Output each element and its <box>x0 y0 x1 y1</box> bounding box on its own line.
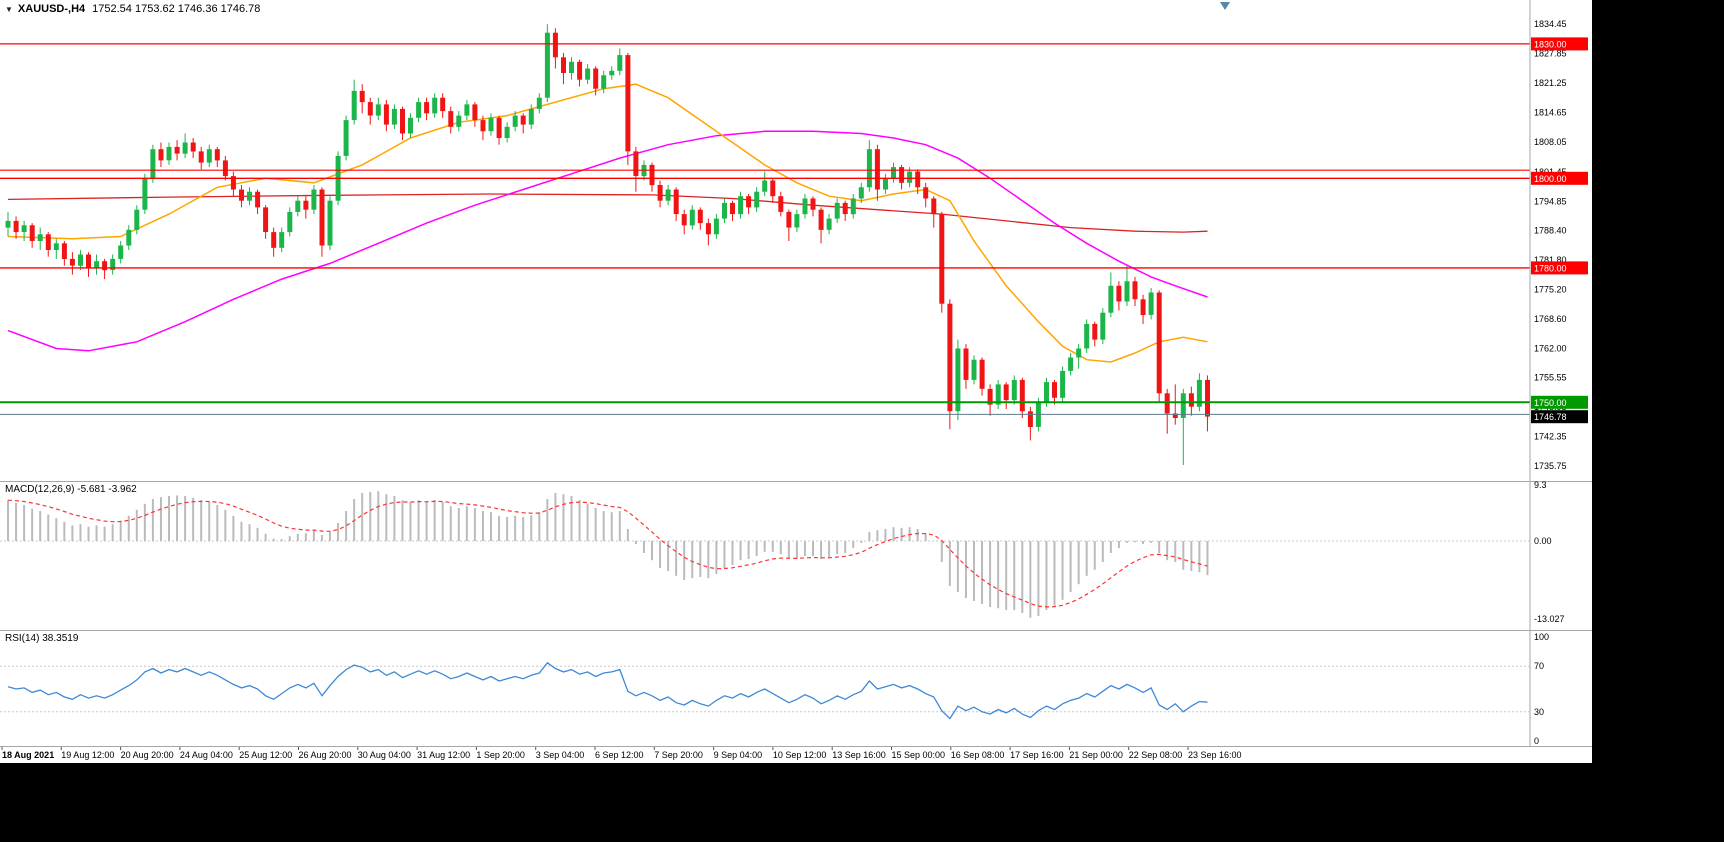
time-axis-label: 30 Aug 04:00 <box>358 750 411 760</box>
current-price-label: 1746.78 <box>1534 412 1567 422</box>
macd-indicator-label: MACD(12,26,9) -5.681 -3.962 <box>5 484 137 495</box>
ma-mid-line <box>7 130 1208 352</box>
price-axis-label: 1814.65 <box>1534 108 1567 118</box>
panel-separators <box>0 0 1592 747</box>
time-axis-label: 18 Aug 2021 <box>2 750 54 760</box>
time-axis-label: 24 Aug 04:00 <box>180 750 233 760</box>
price-axis-label: 1742.35 <box>1534 432 1567 442</box>
macd-signal-line <box>7 499 1208 608</box>
price-axis-label: 1775.20 <box>1534 284 1567 294</box>
price-line-label: 1800.00 <box>1534 174 1567 184</box>
price-line-label-box <box>1531 37 1588 51</box>
symbol-info: ▼ XAUUSD-,H4 1752.54 1753.62 1746.36 1746.… <box>5 3 260 15</box>
time-axis-label: 10 Sep 12:00 <box>773 750 827 760</box>
horizontal-price-lines <box>0 43 1530 415</box>
ma-fast-line <box>7 83 1208 363</box>
rsi-current-value: 38.3519 <box>42 633 79 644</box>
time-axis-label: 17 Sep 16:00 <box>1010 750 1064 760</box>
price-line-label-box <box>1531 261 1588 275</box>
price-axis-label: 1762.00 <box>1534 344 1567 354</box>
rsi-axis-label: 0 <box>1534 736 1539 746</box>
time-axis-label: 21 Sep 00:00 <box>1069 750 1123 760</box>
rsi-line <box>7 661 1208 720</box>
rsi-name: RSI(14) <box>5 633 40 644</box>
macd-panel: 9.3 0.00 -13.027 <box>0 480 1565 624</box>
time-axis-label: 22 Sep 08:00 <box>1129 750 1183 760</box>
price-axis-label: 1808.05 <box>1534 137 1567 147</box>
time-axis-label: 16 Sep 08:00 <box>951 750 1005 760</box>
rsi-axis-label: 70 <box>1534 661 1544 671</box>
time-axis-label: 1 Sep 20:00 <box>476 750 525 760</box>
price-axis-label: 1834.45 <box>1534 19 1567 29</box>
price-line-label: 1830.00 <box>1534 39 1567 49</box>
price-axis-label: 1821.25 <box>1534 78 1567 88</box>
ma-slow-line <box>7 193 1208 233</box>
macd-axis-label: 0.00 <box>1534 536 1552 546</box>
rsi-indicator-label: RSI(14) 38.3519 <box>5 633 78 644</box>
ohlc-readout: 1752.54 1753.62 1746.36 1746.78 <box>92 3 261 15</box>
macd-name: MACD(12,26,9) <box>5 484 75 495</box>
price-axis-label: 1827.85 <box>1534 49 1567 59</box>
macd-axis-label: 9.3 <box>1534 480 1547 490</box>
time-axis-label: 19 Aug 12:00 <box>61 750 114 760</box>
price-axis-label: 1768.60 <box>1534 314 1567 324</box>
rsi-panel: 100 70 30 0 <box>0 632 1549 746</box>
moving-averages <box>7 83 1208 363</box>
price-axis-label: 1755.55 <box>1534 372 1567 382</box>
time-axis[interactable]: 18 Aug 2021 19 Aug 12:00 20 Aug 20:00 24 Au… <box>1 747 1242 760</box>
time-axis-label: 9 Sep 04:00 <box>714 750 763 760</box>
macd-axis-label: -13.027 <box>1534 614 1565 624</box>
time-axis-label: 31 Aug 12:00 <box>417 750 470 760</box>
price-line-label-box <box>1531 395 1588 409</box>
price-line-label-box <box>1531 171 1588 185</box>
time-axis-label: 25 Aug 12:00 <box>239 750 292 760</box>
rsi-axis-label: 30 <box>1534 707 1544 717</box>
symbol-timeframe-label: XAUUSD-,H4 <box>17 3 86 15</box>
time-axis-label: 20 Aug 20:00 <box>121 750 174 760</box>
time-axis-label: 23 Sep 16:00 <box>1188 750 1242 760</box>
price-axis-label: 1788.40 <box>1534 225 1567 235</box>
time-axis-label: 13 Sep 16:00 <box>832 750 886 760</box>
shift-marker-icon[interactable] <box>1220 2 1230 10</box>
chart-canvas[interactable]: 1834.451827.851821.251814.651808.051801.… <box>0 0 1592 763</box>
chart-dropdown-icon[interactable]: ▼ <box>5 4 13 14</box>
time-axis-label: 7 Sep 20:00 <box>654 750 703 760</box>
price-axis-label: 1735.75 <box>1534 461 1567 471</box>
rsi-axis-label: 100 <box>1534 632 1549 642</box>
price-line-labels: 1830.00 1800.00 1780.00 1750.00 1746.78 <box>1531 37 1588 424</box>
current-price-box <box>1531 410 1588 424</box>
macd-current-values: -5.681 -3.962 <box>77 484 137 495</box>
time-axis-label: 3 Sep 04:00 <box>536 750 585 760</box>
candlestick-series <box>5 24 1210 465</box>
price-axis-label: 1794.85 <box>1534 196 1567 206</box>
time-axis-label: 6 Sep 12:00 <box>595 750 644 760</box>
chart-window: 1834.451827.851821.251814.651808.051801.… <box>0 0 1592 763</box>
price-line-label: 1780.00 <box>1534 263 1567 273</box>
time-axis-label: 26 Aug 20:00 <box>299 750 352 760</box>
price-line-label: 1750.00 <box>1534 398 1567 408</box>
time-axis-label: 15 Sep 00:00 <box>892 750 946 760</box>
price-axis-label: 1781.80 <box>1534 255 1567 265</box>
